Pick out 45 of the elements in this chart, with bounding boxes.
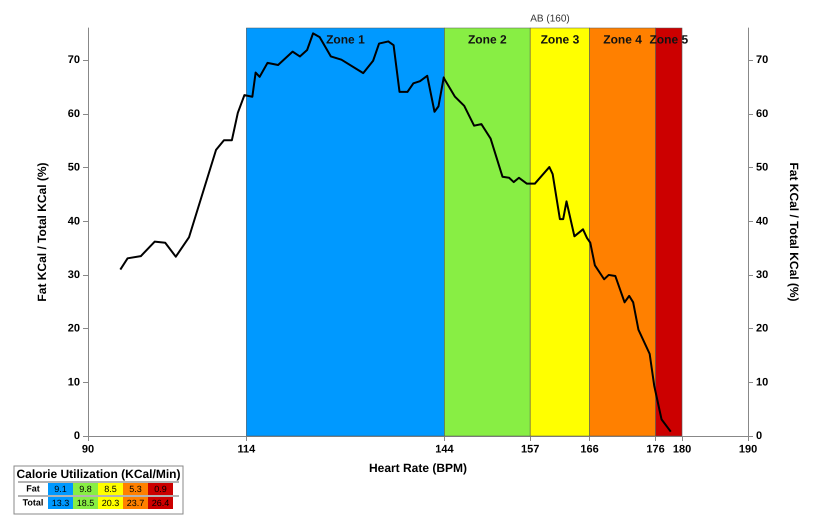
- y2-tick-label: 30: [756, 268, 768, 281]
- x-tick-label: 180: [672, 444, 692, 456]
- y2-tick-label: 10: [756, 376, 768, 388]
- x-tick-label: 176: [646, 444, 665, 456]
- y-tick-label: 30: [68, 268, 80, 281]
- y2-tick-label: 0: [756, 430, 762, 442]
- x-tick-label: 166: [580, 444, 599, 456]
- y-tick-label: 20: [68, 322, 80, 335]
- y-tick-label: 70: [68, 54, 80, 66]
- text: 8.5: [104, 484, 117, 494]
- text: 23.7: [126, 498, 144, 508]
- y2-axis-title: Fat KCal / Total KCal (%): [787, 162, 801, 302]
- band-label: Zone 1: [326, 32, 366, 47]
- y-axis-title: Fat KCal / Total KCal (%): [35, 162, 49, 302]
- annotation: AB (160): [530, 14, 570, 24]
- x-tick-label: 90: [82, 444, 94, 456]
- y2-tick-label: 60: [756, 108, 768, 120]
- text: 5.3: [129, 484, 142, 494]
- text: Calorie Utilization (KCal/Min): [16, 467, 181, 481]
- band-label: Zone 4: [603, 32, 642, 47]
- text: 0.9: [154, 484, 167, 494]
- text: 9.1: [54, 484, 67, 494]
- band-label: Zone 2: [468, 32, 507, 47]
- text: Fat: [26, 484, 40, 494]
- x-tick-label: 144: [435, 444, 454, 456]
- text: 26.4: [152, 498, 170, 508]
- x-tick-label: 190: [738, 444, 758, 456]
- y-tick-label: 10: [68, 376, 80, 388]
- y2-tick-label: 70: [756, 54, 768, 66]
- text: Total: [22, 498, 44, 508]
- x-axis-title: Heart Rate (BPM): [368, 461, 468, 475]
- text: 9.8: [79, 484, 92, 494]
- y-tick-label: 40: [68, 215, 80, 228]
- y-tick-label: 50: [68, 162, 80, 174]
- y2-tick-label: 20: [756, 322, 768, 335]
- text: 18.5: [76, 498, 94, 508]
- text: 20.3: [102, 498, 120, 508]
- y-tick-label: 0: [74, 430, 80, 442]
- y-tick-label: 60: [68, 108, 80, 120]
- band-label: Zone 3: [540, 32, 580, 47]
- x-tick-label: 157: [521, 444, 540, 456]
- y2-tick-label: 50: [756, 162, 768, 174]
- x-tick-label: 114: [238, 444, 256, 456]
- text: 13.3: [52, 498, 70, 508]
- y2-tick-label: 40: [756, 215, 768, 228]
